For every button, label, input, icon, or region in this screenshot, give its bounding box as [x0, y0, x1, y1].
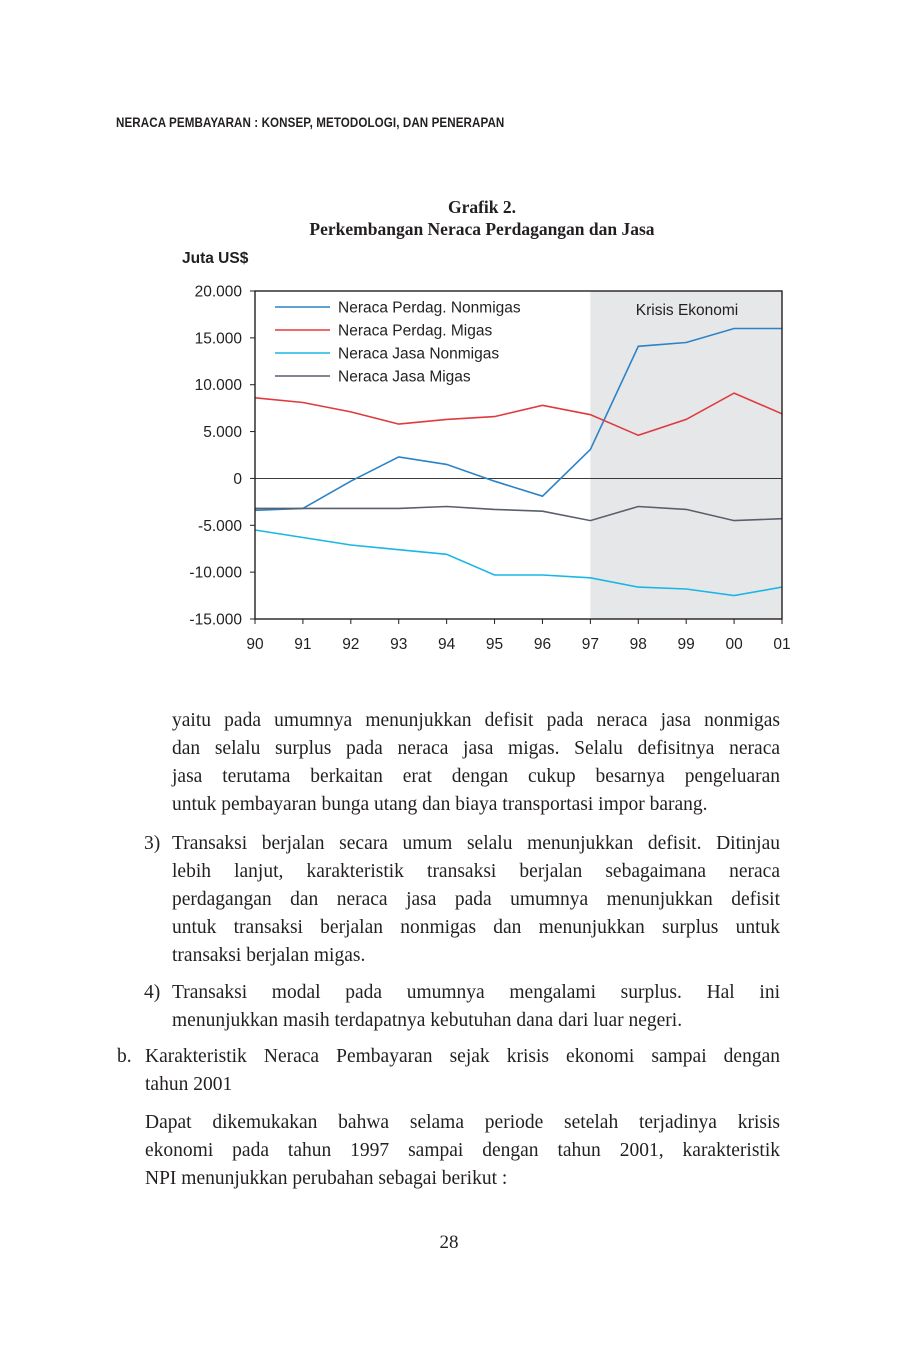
- x-tick-label: 96: [534, 636, 551, 653]
- x-tick-label: 97: [582, 636, 599, 653]
- series-line-3: [254, 529, 783, 597]
- paragraph-1-line: dan selalu surplus pada neraca jasa miga…: [172, 738, 780, 759]
- figure-title: Perkembangan Neraca Perdagangan dan Jasa: [309, 219, 655, 239]
- list-item-3-line: lebih lanjut, karakteristik transaksi be…: [172, 861, 780, 882]
- paragraph-1-line: yaitu pada umumnya menunjukkan defisit p…: [172, 710, 780, 731]
- x-tick-label: 95: [486, 636, 503, 653]
- figure-label: Grafik 2.: [447, 197, 517, 217]
- list-number-3: 3): [144, 833, 161, 854]
- paragraph-2-line: NPI menunjukkan perubahan sebagai beriku…: [145, 1168, 508, 1189]
- crisis-shaded-region: [590, 291, 782, 619]
- y-tick-label: 5.000: [203, 424, 242, 441]
- list-item-4-line: Transaksi modal pada umumnya mengalami s…: [172, 982, 780, 1003]
- x-tick-label: 98: [630, 636, 647, 653]
- list-letter-b: b.: [117, 1046, 132, 1067]
- list-item-4-line: menunjukkan masih terdapatnya kebutuhan …: [172, 1010, 683, 1031]
- crisis-label: Krisis Ekonomi: [636, 302, 739, 319]
- line-chart: Krisis Ekonomi 20.000 15.000 10.000 5.000 0 -5…: [182, 250, 791, 653]
- x-tick-label: 01: [773, 636, 790, 653]
- y-tick-label: -15.000: [189, 612, 242, 629]
- x-tick-label: 99: [678, 636, 695, 653]
- y-tick-label: 0: [233, 471, 242, 488]
- plot-frame: [254, 290, 783, 620]
- list-item-b-line: tahun 2001: [145, 1074, 233, 1095]
- legend-label: Neraca Jasa Nonmigas: [338, 346, 499, 363]
- legend-label: Neraca Perdag. Migas: [338, 323, 492, 340]
- legend-label: Neraca Jasa Migas: [338, 369, 471, 386]
- series-line-1: [254, 327, 782, 512]
- y-tick-label: -5.000: [198, 518, 242, 535]
- paragraph-2-line: Dapat dikemukakan bahwa selama periode s…: [145, 1112, 780, 1133]
- y-tick-label: 15.000: [195, 330, 243, 347]
- x-tick-label: 92: [342, 636, 359, 653]
- y-tick-label: 10.000: [195, 377, 243, 394]
- x-tick-label: 94: [438, 636, 456, 653]
- paragraph-1-line: jasa terutama berkaitan erat dengan cuku…: [172, 766, 780, 787]
- list-item-3-line: Transaksi berjalan secara umum selalu me…: [172, 833, 780, 854]
- y-tick-label: 20.000: [195, 284, 243, 301]
- y-axis-label: Juta US$: [182, 250, 249, 267]
- list-item-b-line: Karakteristik Neraca Pembayaran sejak kr…: [145, 1046, 780, 1067]
- series-line-4: [255, 505, 783, 522]
- x-tick-label: 00: [725, 636, 743, 653]
- x-tick-label: 91: [294, 636, 311, 653]
- list-item-3-line: perdagangan dan neraca jasa pada umumnya…: [172, 889, 780, 910]
- list-number-4: 4): [144, 982, 161, 1003]
- x-tick-label: 93: [390, 636, 407, 653]
- series-line-2: [254, 392, 783, 437]
- paragraph-2-line: ekonomi pada tahun 1997 sampai dengan ta…: [145, 1140, 780, 1161]
- running-head: NERACA PEMBAYARAN : KONSEP, METODOLOGI, …: [116, 115, 505, 130]
- y-tick-label: -10.000: [189, 565, 242, 582]
- list-item-3-line: untuk transaksi berjalan nonmigas dan me…: [172, 917, 780, 938]
- page-number: 28: [439, 1232, 459, 1253]
- legend-label: Neraca Perdag. Nonmigas: [338, 300, 521, 317]
- list-item-3-line: transaksi berjalan migas.: [172, 945, 366, 966]
- x-tick-label: 90: [246, 636, 264, 653]
- paragraph-1-line: untuk pembayaran bunga utang dan biaya t…: [172, 794, 708, 815]
